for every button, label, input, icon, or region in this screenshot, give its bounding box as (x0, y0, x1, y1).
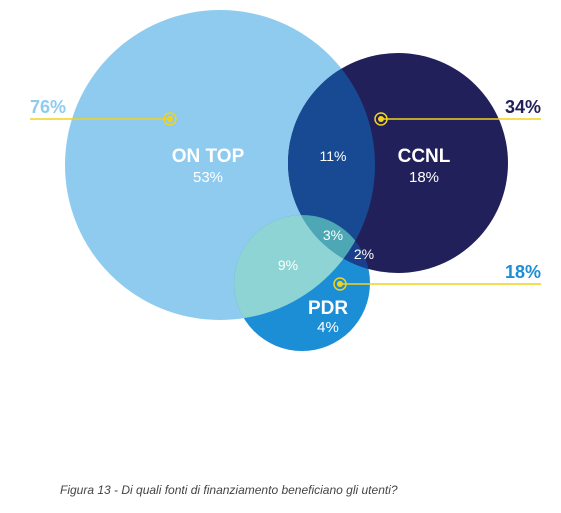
overlap-label-all-three: 3% (323, 227, 343, 243)
total-percent-ccnl: 34% (505, 97, 541, 117)
marker-pdr (333, 277, 347, 291)
set-label-on-top: ON TOP (172, 146, 245, 167)
overlap-on-top-ccnl (288, 53, 375, 273)
marker-on-top (163, 112, 177, 126)
total-percent-pdr: 18% (505, 262, 541, 282)
overlap-label-ccnl-pdr: 2% (354, 246, 374, 262)
set-label-pdr: PDR (308, 298, 348, 319)
set-label-ccnl: CCNL (398, 146, 451, 167)
overlap-label-on-top-pdr: 9% (278, 257, 298, 273)
marker-ccnl (374, 112, 388, 126)
overlap-all-three (288, 215, 370, 273)
figure-caption: Figura 13 - Di quali fonti di finanziame… (60, 483, 398, 497)
set-percent-pdr: 4% (317, 319, 339, 336)
set-percent-ccnl: 18% (409, 169, 439, 186)
set-percent-on-top: 53% (193, 169, 223, 186)
total-percent-on-top: 76% (30, 97, 66, 117)
overlap-label-on-top-ccnl: 11% (320, 148, 347, 164)
